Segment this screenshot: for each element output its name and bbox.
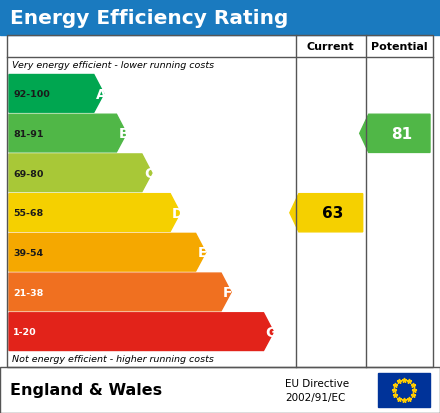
Polygon shape: [9, 75, 104, 113]
Polygon shape: [359, 115, 430, 153]
Text: 81-91: 81-91: [13, 130, 44, 138]
Text: Energy Efficiency Rating: Energy Efficiency Rating: [10, 9, 288, 27]
Text: Current: Current: [307, 42, 355, 52]
Text: 21-38: 21-38: [13, 288, 44, 297]
Text: 55-68: 55-68: [13, 209, 43, 218]
Bar: [0, 367, 440, 413]
Text: 63: 63: [322, 206, 344, 221]
Text: 2002/91/EC: 2002/91/EC: [285, 392, 345, 402]
Bar: [0, 0, 440, 36]
Text: 92-100: 92-100: [13, 90, 50, 99]
Text: E: E: [198, 246, 207, 260]
Text: B: B: [118, 127, 129, 141]
Text: G: G: [266, 325, 277, 339]
Text: 69-80: 69-80: [13, 169, 44, 178]
Text: 1-20: 1-20: [13, 328, 37, 337]
Polygon shape: [9, 234, 205, 271]
Polygon shape: [9, 115, 126, 152]
Polygon shape: [9, 154, 152, 192]
Text: EU Directive: EU Directive: [285, 378, 349, 388]
Text: C: C: [144, 166, 154, 180]
Polygon shape: [290, 194, 363, 232]
Text: D: D: [172, 206, 184, 220]
Bar: [378, 373, 430, 407]
Text: Potential: Potential: [371, 42, 428, 52]
Text: Very energy efficient - lower running costs: Very energy efficient - lower running co…: [12, 62, 214, 70]
Polygon shape: [9, 194, 180, 232]
Text: England & Wales: England & Wales: [10, 382, 162, 398]
Text: 39-54: 39-54: [13, 248, 43, 257]
Bar: [7, 36, 433, 367]
Text: Not energy efficient - higher running costs: Not energy efficient - higher running co…: [12, 355, 214, 363]
Text: 81: 81: [391, 126, 412, 142]
Text: A: A: [96, 88, 106, 101]
Polygon shape: [9, 273, 231, 311]
Polygon shape: [9, 313, 274, 351]
Text: F: F: [223, 285, 233, 299]
